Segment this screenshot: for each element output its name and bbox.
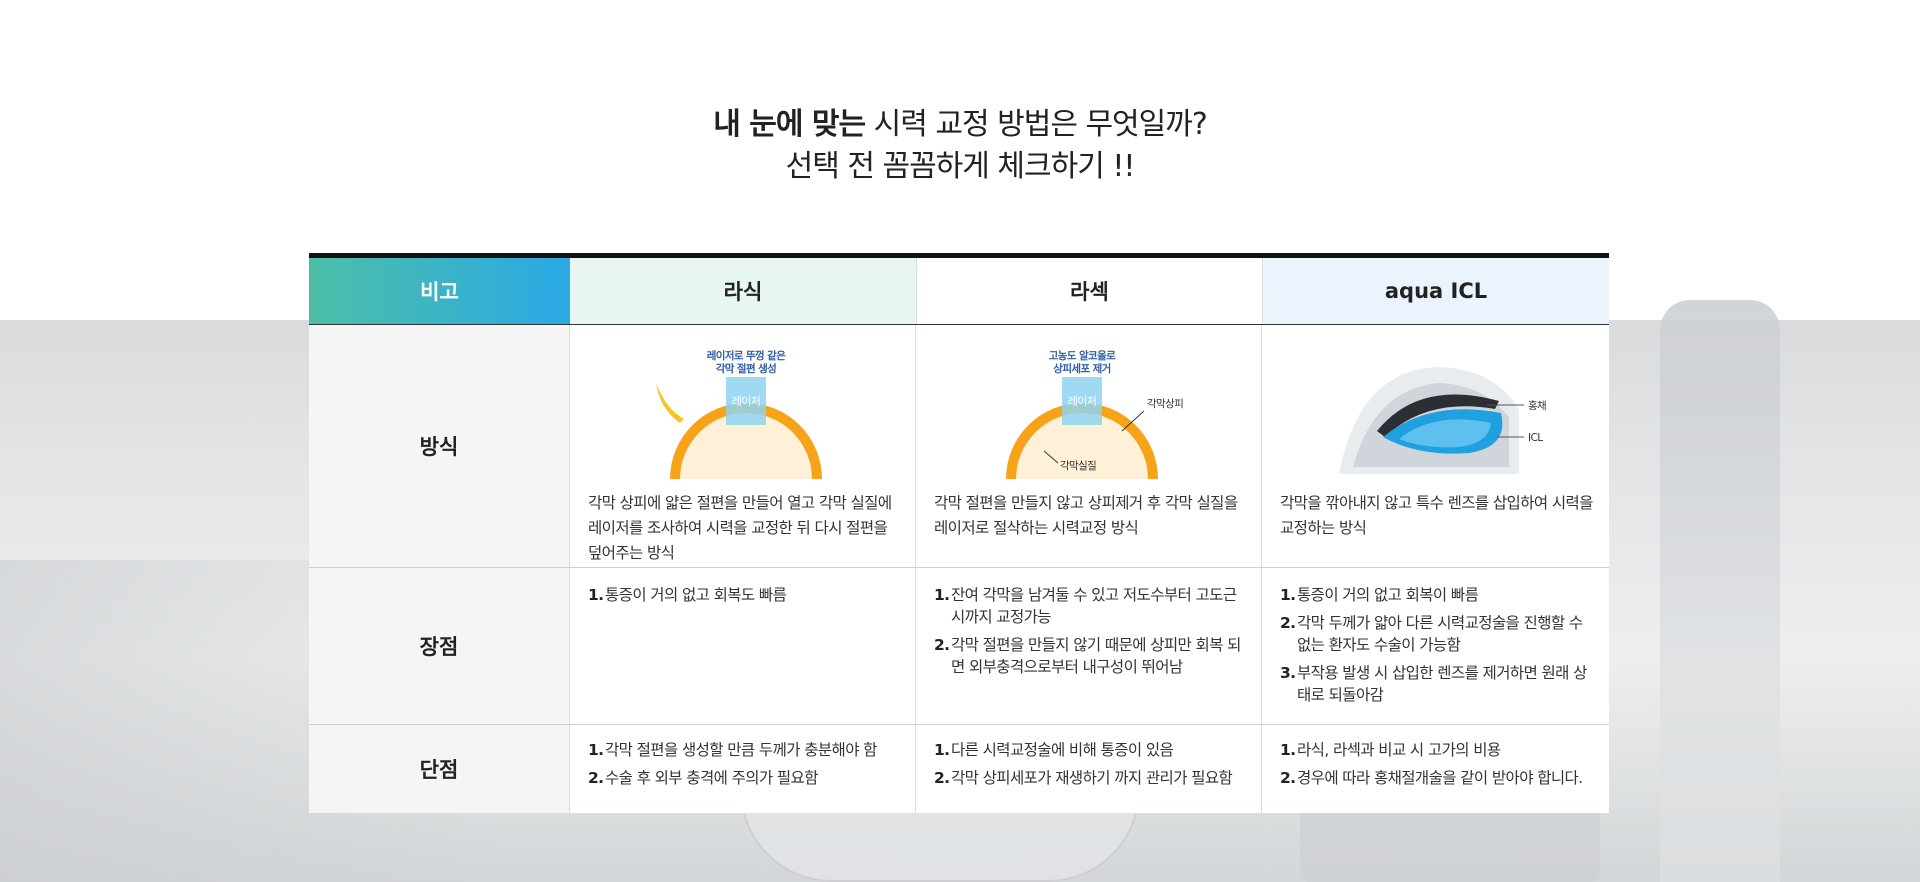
lasik-callout-line1: 레이저로 뚜껑 같은 [706, 349, 786, 362]
list-item: 1. 다른 시력교정술에 비해 통증이 있음 [934, 741, 1174, 759]
list-item: 2. 각막 절편을 만들지 않기 때문에 상피만 회복 되면 외부충격으로부터 내… [934, 636, 1241, 676]
row-label-pros: 장점 [309, 568, 570, 724]
pros-lasik: 1. 통증이 거의 없고 회복도 빠름 [570, 568, 916, 724]
background-shape [1660, 300, 1780, 882]
pros-lasek: 1. 잔여 각막을 남겨둘 수 있고 저도수부터 고도근시까지 교정가능 2. 각막… [916, 568, 1262, 724]
list-item: 1. 통증이 거의 없고 회복이 빠름 [1280, 586, 1479, 604]
heading-line1: 내 눈에 맞는 시력 교정 방법은 무엇일까? [713, 107, 1208, 142]
list-item: 3. 부작용 발생 시 삽입한 렌즈를 제거하면 원래 상태로 되돌아감 [1280, 664, 1587, 704]
pros-icl: 1. 통증이 거의 없고 회복이 빠름 2. 각막 두께가 얇아 다른 시력교정술을… [1262, 568, 1609, 724]
lasek-callout-line2: 상피세포 제거 [1053, 362, 1110, 375]
list-item: 1. 잔여 각막을 남겨둘 수 있고 저도수부터 고도근시까지 교정가능 [934, 586, 1237, 626]
method-lasek: 고농도 알코올로 상피세포 제거 레이저 각막상피 각막실질 각막 절편을 만들… [916, 325, 1262, 567]
pros-lasik-list: 1. 통증이 거의 없고 회복도 빠름 [588, 584, 901, 606]
cons-lasik: 1. 각막 절편을 생성할 만큼 두께가 충분해야 함 2. 수술 후 외부 충격에… [570, 725, 916, 813]
lasek-illustration: 고농도 알코올로 상피세포 제거 레이저 각막상피 각막실질 [934, 339, 1249, 479]
header-lasek: 라섹 [916, 258, 1262, 324]
cornea-inner [1015, 413, 1148, 479]
method-lasik-text: 각막 상피에 얇은 절편을 만들어 열고 각막 실질에 레이저를 조사하여 시력… [588, 494, 892, 562]
laser-beam [1061, 377, 1102, 425]
laser-beam [725, 377, 766, 425]
list-item: 2. 각막 두께가 얇아 다른 시력교정술을 진행할 수 없는 환자도 수술이 가… [1280, 614, 1583, 654]
stroma-pointer [1043, 450, 1058, 464]
lasek-cornea-diagram: 고농도 알코올로 상피세포 제거 레이저 각막상피 각막실질 [1005, 349, 1183, 479]
lasik-cornea-diagram: 레이저로 뚜껑 같은 각막 절편 생성 레이저 [655, 349, 822, 479]
cons-icl-list: 1. 라식, 라섹과 비교 시 고가의 비용 2. 경우에 따라 홍채절개술을 같이… [1280, 739, 1595, 789]
comparison-table: 비고 라식 라섹 aqua ICL 방식 레이저로 뚜껑 같은 각막 절편 생성… [309, 253, 1609, 813]
icl-label: ICL [1528, 432, 1543, 444]
list-item: 1. 라식, 라섹과 비교 시 고가의 비용 [1280, 741, 1501, 759]
lens-highlight [1398, 419, 1491, 448]
cons-lasek: 1. 다른 시력교정술에 비해 통증이 있음 2. 각막 상피세포가 재생하기 까지… [916, 725, 1262, 813]
laser-label: 레이저 [731, 395, 760, 408]
method-lasik: 레이저로 뚜껑 같은 각막 절편 생성 레이저 각막 상피에 얇은 절편을 만들… [570, 325, 916, 567]
laser-label: 레이저 [1067, 395, 1096, 408]
cons-icl: 1. 라식, 라섹과 비교 시 고가의 비용 2. 경우에 따라 홍채절개술을 같이… [1262, 725, 1609, 813]
stroma-label: 각막실질 [1060, 460, 1096, 472]
icl-eye-diagram: 홍채 ICL [1338, 367, 1546, 474]
list-item: 1. 통증이 거의 없고 회복도 빠름 [588, 586, 787, 604]
flap [655, 383, 684, 423]
cornea-inner [679, 413, 812, 479]
icl-illustration: 홍채 ICL [1280, 339, 1597, 479]
epithelium-pointer [1121, 410, 1144, 432]
row-label-method: 방식 [309, 325, 570, 567]
pros-lasek-list: 1. 잔여 각막을 남겨둘 수 있고 저도수부터 고도근시까지 교정가능 2. 각막… [934, 584, 1247, 678]
table-row-method: 방식 레이저로 뚜껑 같은 각막 절편 생성 레이저 각막 상피에 얇은 절편을… [309, 325, 1609, 568]
header-compare: 비고 [309, 258, 570, 324]
header-lasik: 라식 [570, 258, 916, 324]
list-item: 2. 경우에 따라 홍채절개술을 같이 받아야 합니다. [1280, 769, 1583, 787]
iris-label: 홍채 [1528, 399, 1546, 412]
table-header-row: 비고 라식 라섹 aqua ICL [309, 258, 1609, 325]
cons-lasek-list: 1. 다른 시력교정술에 비해 통증이 있음 2. 각막 상피세포가 재생하기 까지… [934, 739, 1247, 789]
page-heading: 내 눈에 맞는 시력 교정 방법은 무엇일까? 선택 전 꼼꼼하게 체크하기 !… [0, 104, 1920, 188]
lasik-illustration: 레이저로 뚜껑 같은 각막 절편 생성 레이저 [588, 339, 903, 479]
method-icl: 홍채 ICL 각막을 깎아내지 않고 특수 렌즈를 삽입하여 시력을 교정하는 … [1262, 325, 1609, 567]
list-item: 2. 수술 후 외부 충격에 주의가 필요함 [588, 769, 818, 787]
epithelium-label: 각막상피 [1147, 398, 1183, 410]
method-icl-text: 각막을 깎아내지 않고 특수 렌즈를 삽입하여 시력을 교정하는 방식 [1280, 494, 1593, 537]
list-item: 1. 각막 절편을 생성할 만큼 두께가 충분해야 함 [588, 741, 877, 759]
cons-lasik-list: 1. 각막 절편을 생성할 만큼 두께가 충분해야 함 2. 수술 후 외부 충격에… [588, 739, 901, 789]
row-label-cons: 단점 [309, 725, 570, 813]
table-row-pros: 장점 1. 통증이 거의 없고 회복도 빠름 1. 잔여 각막을 남겨둘 수 있고 … [309, 568, 1609, 725]
header-aqua-icl: aqua ICL [1262, 258, 1609, 324]
iris-shape [1376, 394, 1499, 437]
lasek-callout-line1: 고농도 알코올로 [1048, 349, 1115, 362]
heading-line2: 선택 전 꼼꼼하게 체크하기 !! [785, 149, 1136, 184]
lasik-callout-line2: 각막 절편 생성 [715, 362, 775, 375]
method-lasek-text: 각막 절편을 만들지 않고 상피제거 후 각막 실질을 레이저로 절삭하는 시력… [934, 494, 1238, 537]
list-item: 2. 각막 상피세포가 재생하기 까지 관리가 필요함 [934, 769, 1233, 787]
table-row-cons: 단점 1. 각막 절편을 생성할 만큼 두께가 충분해야 함 2. 수술 후 외부 … [309, 725, 1609, 813]
pros-icl-list: 1. 통증이 거의 없고 회복이 빠름 2. 각막 두께가 얇아 다른 시력교정술을… [1280, 584, 1595, 706]
